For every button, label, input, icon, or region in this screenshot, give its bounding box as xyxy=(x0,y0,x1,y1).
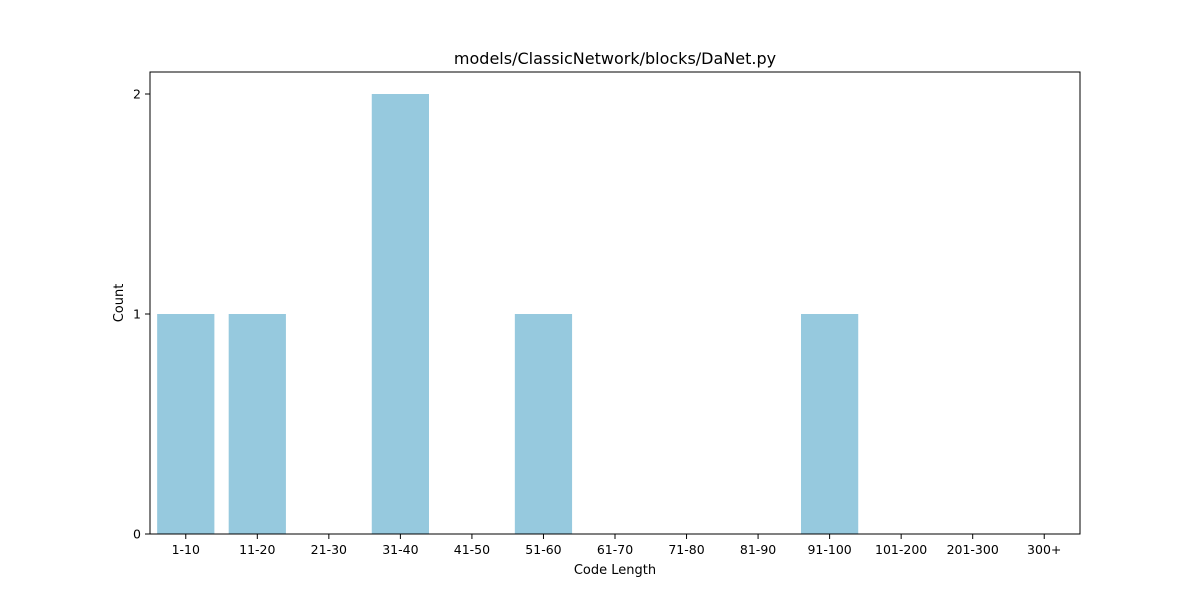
x-tick-label: 91-100 xyxy=(807,542,851,557)
x-tick-label: 61-70 xyxy=(597,542,633,557)
bar-1-10 xyxy=(157,314,215,534)
x-axis-label: Code Length xyxy=(574,563,656,578)
y-axis-label: Count xyxy=(112,284,127,323)
bar-31-40 xyxy=(371,94,429,534)
plot-frame xyxy=(149,71,1081,535)
x-tick-label: 81-90 xyxy=(740,542,776,557)
x-tick-label: 101-200 xyxy=(875,542,927,557)
y-tick-label: 0 xyxy=(133,527,141,542)
chart-title: models/ClassicNetwork/blocks/DaNet.py xyxy=(454,49,776,68)
x-axis-ticks: 1-10 11-20 21-30 31-40 41-50 51-60 61-70 71-80 8… xyxy=(172,534,1061,557)
y-axis-ticks: 0 1 2 xyxy=(133,87,150,542)
x-tick-label: 31-40 xyxy=(382,542,418,557)
y-tick-label: 1 xyxy=(133,307,141,322)
x-tick-label: 11-20 xyxy=(239,542,275,557)
bar-91-100 xyxy=(801,314,859,534)
x-tick-label: 201-300 xyxy=(947,542,999,557)
x-tick-label: 1-10 xyxy=(172,542,200,557)
x-tick-label: 300+ xyxy=(1027,542,1061,557)
bars xyxy=(157,94,859,534)
x-tick-label: 41-50 xyxy=(454,542,490,557)
bar-11-20 xyxy=(228,314,286,534)
x-tick-label: 21-30 xyxy=(311,542,347,557)
y-tick-label: 2 xyxy=(133,87,141,102)
bar-51-60 xyxy=(514,314,573,534)
x-tick-label: 71-80 xyxy=(668,542,704,557)
x-tick-label: 51-60 xyxy=(525,542,561,557)
